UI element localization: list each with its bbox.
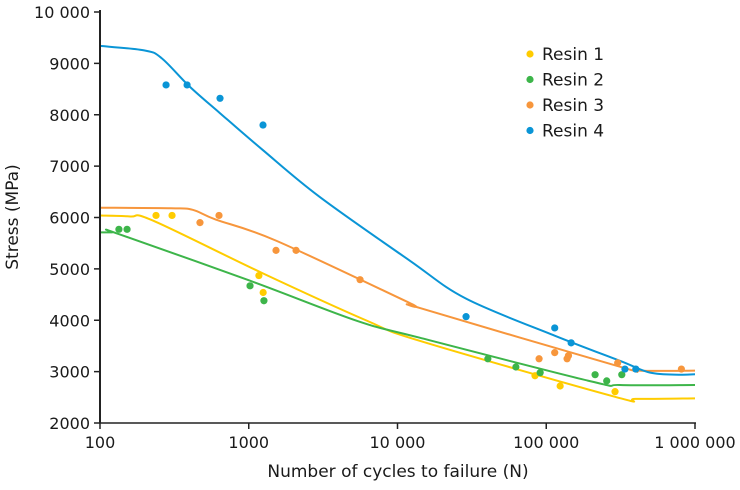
x-ticks: 100 1000 10 000 100 000 1 000 000 (85, 423, 736, 452)
resin-4-data-point (162, 81, 170, 89)
resin-3-legend-marker (526, 101, 534, 109)
resin-3-data-point (551, 349, 559, 357)
resin-2-data-point (591, 371, 599, 379)
resin-4-fit-line (99, 44, 696, 376)
resin-2-data-point (512, 363, 520, 371)
y-axis-title: Stress (MPa) (3, 164, 23, 270)
x-tick-label: 10 000 (370, 433, 426, 452)
x-tick-label: 1000 (228, 433, 269, 452)
resin-3-legend-label: Resin 3 (542, 96, 604, 116)
resin-2-data-point (123, 225, 131, 233)
y-tick-label: 8000 (49, 106, 90, 125)
y-ticks: 2000 3000 4000 5000 6000 7000 8000 9000 10 000 (34, 3, 100, 433)
resin-2-legend-marker (526, 75, 534, 84)
y-tick-label: 7000 (49, 157, 90, 176)
y-tick-label: 5000 (49, 260, 90, 279)
x-tick-label: 100 (85, 433, 116, 452)
resin-2-fit-line (99, 228, 696, 387)
resin-4-data-point (551, 324, 559, 332)
legend: Resin 1 Resin 2 Resin 3 Resin 4 (526, 45, 604, 142)
resin-3-data-point (677, 365, 685, 373)
resin-2-data-point (618, 371, 626, 379)
resin-1-data-point (152, 211, 160, 220)
resin-3-data-point (292, 246, 300, 254)
resin-2-data-point (484, 355, 492, 363)
y-tick-label: 3000 (49, 363, 90, 382)
resin-2-data-point (260, 297, 268, 305)
resin-4-data-point (259, 121, 267, 129)
resin-4-data-point (183, 81, 191, 89)
resin-2-data-point (536, 369, 544, 377)
x-axis-title: Number of cycles to failure (N) (267, 462, 528, 482)
resin-4-data-point (567, 339, 575, 347)
resin-1-data-point (531, 372, 539, 380)
data-points (115, 81, 685, 396)
y-tick-label: 6000 (49, 209, 90, 228)
resin-2-data-point (246, 282, 254, 290)
resin-1-data-point (556, 382, 564, 390)
resin-1-data-point (255, 271, 263, 280)
resin-1-data-point (259, 288, 267, 297)
resin-4-data-point (621, 365, 629, 373)
x-tick-label: 100 000 (513, 433, 579, 452)
resin-2-legend-label: Resin 2 (542, 71, 604, 91)
y-tick-label: 2000 (49, 414, 90, 433)
resin-3-data-point (535, 355, 543, 363)
resin-4-legend-label: Resin 4 (542, 122, 604, 142)
resin-1-fit-line (99, 214, 696, 403)
resin-2-data-point (603, 377, 611, 385)
resin-3-data-point (564, 352, 573, 360)
resin-4-legend-marker (526, 126, 534, 135)
x-tick-label: 1 000 000 (654, 433, 735, 452)
resin-4-data-point (216, 94, 224, 102)
resin-3-fit-line (99, 206, 696, 373)
resin-3-data-point (196, 219, 204, 227)
resin-3-data-point (356, 276, 364, 284)
resin-1-data-point (168, 211, 176, 220)
resin-3-data-point (215, 211, 223, 220)
y-tick-label: 4000 (49, 311, 90, 330)
resin-4-data-point (632, 365, 640, 373)
fit-curves (99, 44, 696, 403)
y-tick-label: 9000 (49, 54, 90, 73)
resin-3-data-point (272, 246, 280, 254)
resin-1-legend-marker (526, 50, 534, 58)
resin-1-legend-label: Resin 1 (542, 45, 604, 65)
resin-3-data-point (614, 359, 622, 367)
y-tick-label: 10 000 (34, 3, 90, 22)
resin-4-data-point (462, 313, 470, 321)
resin-1-data-point (611, 388, 619, 396)
resin-2-data-point (115, 225, 123, 233)
